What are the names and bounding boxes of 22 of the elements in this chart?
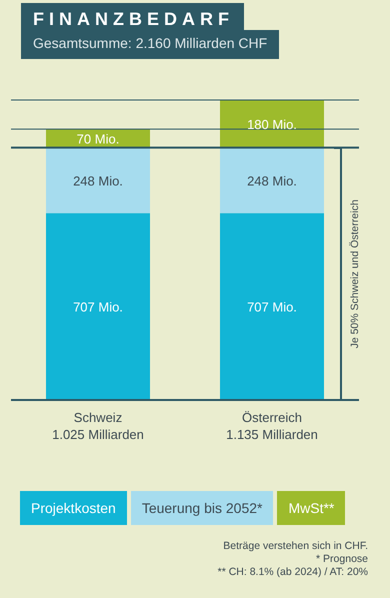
data-label: 70 Mio. [76, 131, 120, 146]
text: Teuerung bis 2052* [130, 491, 274, 525]
x-tick-label: Österreich 1.135 Milliarden [226, 410, 318, 442]
bar [46, 148, 150, 214]
chart-title: FINANZBEDARF [21, 3, 244, 32]
data-label: 248 Mio. [73, 173, 123, 188]
data-label: 180 Mio. [247, 116, 297, 132]
x-tick-label: Schweiz 1.025 Milliarden [52, 410, 144, 442]
text: Beträge verstehen sich in CHF. [222, 540, 368, 553]
bar [220, 213, 324, 400]
text: MwSt** [277, 491, 346, 525]
text: * Prognose [315, 553, 368, 566]
text: Projektkosten [20, 491, 127, 525]
chart-subtitle: Gesamtsumme: 2.160 Milliarden CHF [21, 30, 280, 59]
data-label: 248 Mio. [247, 173, 297, 188]
text: ** CH: 8.1% (ab 2024) / AT: 20% [218, 566, 368, 579]
data-label: 707 Mio. [73, 300, 123, 315]
annotation: Je 50% Schweiz und Österreich [349, 196, 361, 352]
bar [220, 148, 324, 214]
bar [46, 213, 150, 400]
bar [220, 100, 324, 148]
data-label: 707 Mio. [247, 300, 297, 315]
